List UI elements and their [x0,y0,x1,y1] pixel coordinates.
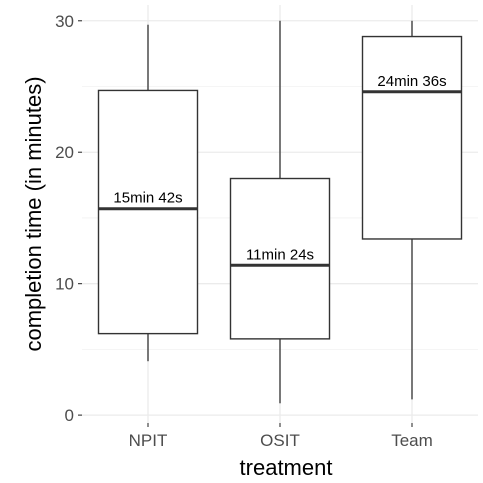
x-tick-label: NPIT [129,431,168,450]
box-osit: 11min 24s [229,20,331,404]
y-axis-ticks: 0 10 20 30 [55,12,82,425]
box-iqr [361,35,463,240]
y-tick-label: 30 [55,12,74,31]
box-iqr [97,89,199,335]
median-label: 11min 24s [246,246,314,263]
x-tick-label: OSIT [260,431,300,450]
x-tick-label: Team [391,431,433,450]
box-iqr [229,177,331,340]
x-axis-ticks: NPIT OSIT Team [129,423,433,450]
y-tick-label: 0 [65,406,74,425]
y-tick-label: 10 [55,275,74,294]
box-team: 24min 36s [361,20,463,400]
box-series: 15min 42s 11min 24s 24min 36s [97,20,463,404]
box-npit: 15min 42s [97,24,199,362]
median-label: 15min 42s [113,190,182,207]
y-tick-label: 20 [55,143,74,162]
x-axis-title: treatment [240,455,333,480]
y-axis-title: completion time (in minutes) [21,76,46,351]
median-label: 24min 36s [377,73,446,90]
